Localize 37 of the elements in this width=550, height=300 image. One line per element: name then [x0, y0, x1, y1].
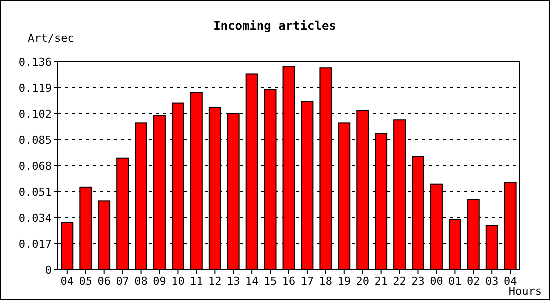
y-axis-title: Art/sec: [28, 32, 74, 45]
y-tick-label: 0.136: [18, 56, 52, 69]
x-tick-label: 15: [264, 275, 278, 288]
y-tick-label: 0.017: [18, 238, 52, 251]
x-tick-label: 04: [60, 275, 74, 288]
x-tick-label: 11: [190, 275, 204, 288]
x-tick-label: 16: [282, 275, 296, 288]
x-tick-label: 09: [153, 275, 166, 288]
x-tick-label: 14: [245, 275, 260, 288]
x-tick-label: 18: [319, 275, 333, 288]
x-tick-label: 02: [467, 275, 480, 288]
x-tick-label: 10: [172, 275, 185, 288]
x-tick-label: 00: [430, 275, 444, 288]
y-tick-label: 0.034: [18, 212, 52, 225]
y-tick-label: 0.119: [18, 82, 52, 95]
x-tick-label: 05: [79, 275, 93, 288]
y-tick-label: 0.102: [18, 108, 52, 121]
y-tick-label: 0.085: [18, 134, 52, 147]
y-tick-label: 0.051: [18, 186, 52, 199]
chart-title: Incoming articles: [214, 19, 336, 33]
y-tick-label: 0: [45, 264, 52, 277]
x-tick-label: 17: [300, 275, 314, 288]
x-tick-label: 08: [134, 275, 148, 288]
x-tick-label: 21: [374, 275, 388, 288]
x-tick-label: 07: [116, 275, 130, 288]
x-tick-label: 04: [504, 275, 518, 288]
x-tick-label: 12: [208, 275, 222, 288]
x-tick-label: 01: [448, 275, 462, 288]
x-axis-title: Hours: [508, 285, 542, 298]
x-tick-label: 19: [338, 275, 352, 288]
x-tick-label: 13: [226, 275, 240, 288]
x-tick-label: 22: [393, 275, 406, 288]
x-tick-label: 06: [98, 275, 111, 288]
x-tick-label: 23: [412, 275, 425, 288]
x-tick-label: 03: [485, 275, 499, 288]
x-tick-label: 20: [356, 275, 370, 288]
y-tick-label: 0.068: [18, 160, 52, 173]
